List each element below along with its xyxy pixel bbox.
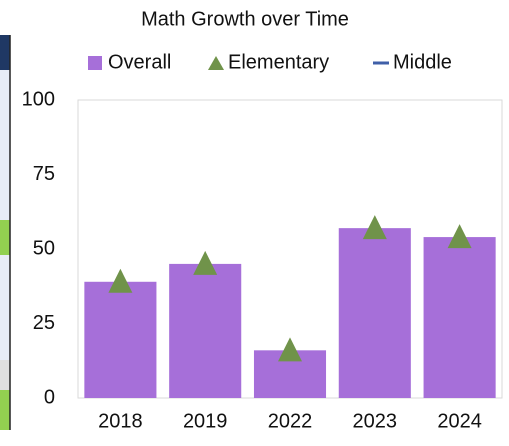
chart-title: Math Growth over Time — [141, 8, 349, 30]
marker — [278, 337, 302, 362]
bar — [423, 237, 496, 398]
y-tick-label: 50 — [33, 237, 55, 259]
y-tick-label: 0 — [44, 386, 55, 408]
bar — [84, 281, 157, 398]
y-tick-label: 75 — [33, 163, 55, 185]
legend-label: Overall — [108, 51, 171, 73]
x-tick-label: 2022 — [268, 410, 313, 432]
y-tick-label: 100 — [22, 88, 55, 110]
x-tick-label: 2019 — [183, 410, 228, 432]
marker — [362, 215, 387, 240]
cell — [0, 70, 10, 220]
cell — [0, 35, 10, 70]
marker — [193, 250, 218, 275]
bar — [169, 263, 242, 398]
cell — [0, 390, 10, 430]
cell — [0, 220, 10, 255]
legend-swatch — [208, 56, 224, 70]
cell — [0, 360, 10, 390]
x-tick-label: 2024 — [437, 410, 482, 432]
y-tick-label: 25 — [33, 312, 55, 334]
legend-label: Middle — [393, 51, 452, 73]
cell — [0, 255, 10, 360]
x-tick-label: 2023 — [353, 410, 398, 432]
x-tick-label: 2018 — [98, 410, 143, 432]
marker — [108, 268, 133, 293]
bar — [338, 228, 411, 398]
left-cells — [0, 35, 11, 430]
legend-label: Elementary — [228, 51, 329, 73]
legend-swatch — [88, 56, 102, 70]
marker — [447, 224, 472, 249]
